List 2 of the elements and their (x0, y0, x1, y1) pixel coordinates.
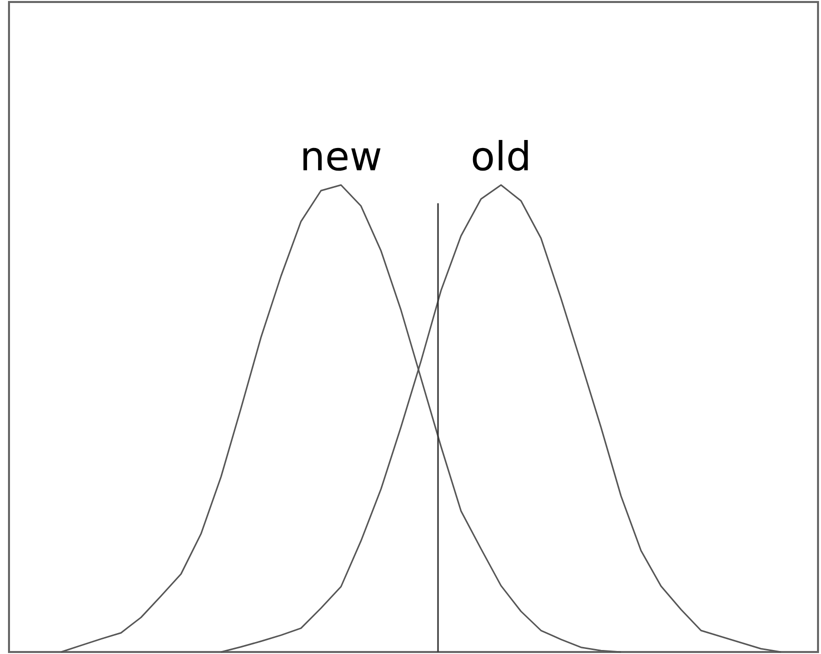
text: new (303, 148, 380, 171)
text: old (472, 140, 528, 171)
